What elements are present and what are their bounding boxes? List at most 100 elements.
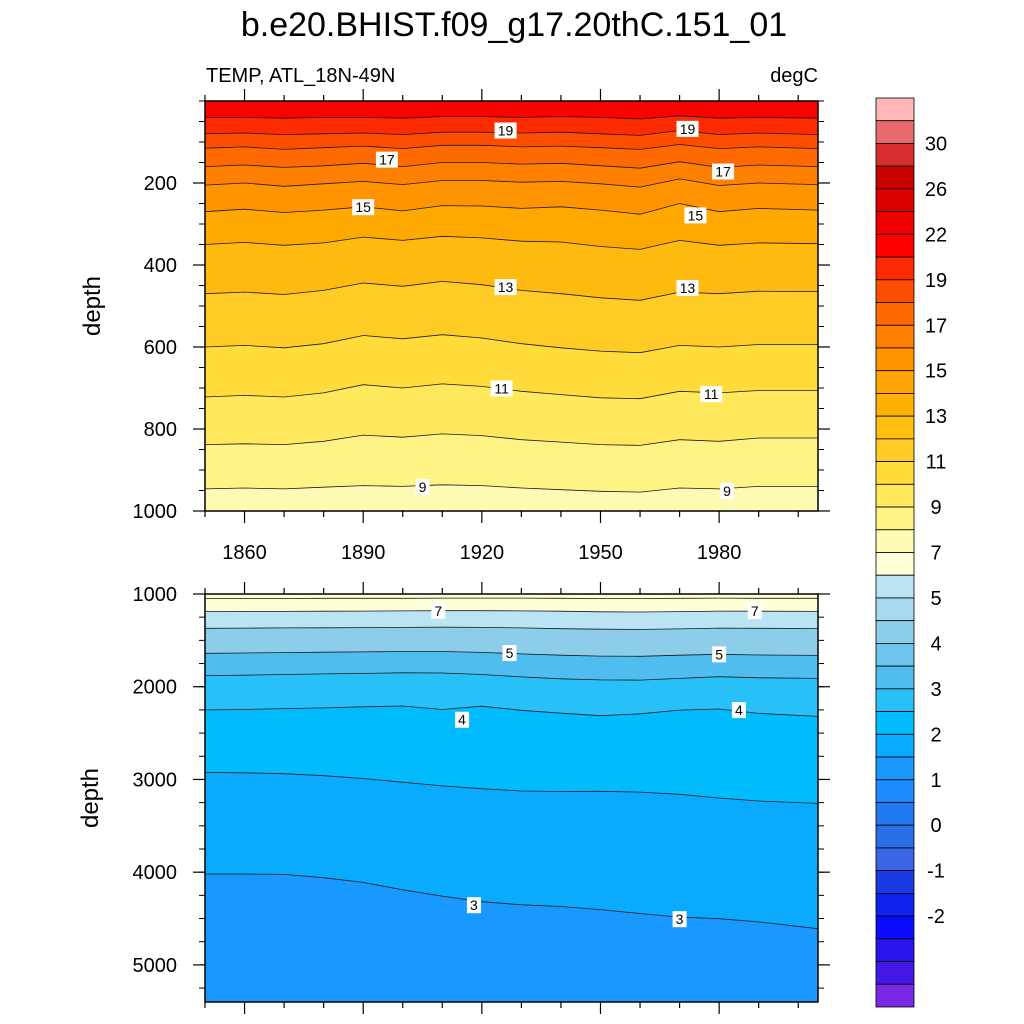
y-tick-label: 800 bbox=[144, 419, 177, 441]
colorbar-tick-label: 30 bbox=[925, 133, 947, 155]
contour-label-box bbox=[720, 482, 735, 499]
x-tick-label: 1890 bbox=[341, 542, 386, 564]
contour-label-box bbox=[712, 646, 727, 663]
contour-label-text: 7 bbox=[751, 603, 759, 619]
contour-label-box bbox=[431, 602, 446, 619]
colorbar-box bbox=[875, 824, 915, 849]
upper-panel: 19 19 17 17 15 15 13 13 11 11 9 9 200 400 600 800 1000 1… bbox=[79, 89, 830, 564]
contour-label-box bbox=[490, 380, 513, 397]
colorbar-box bbox=[875, 892, 915, 917]
contour-label-box bbox=[731, 702, 746, 719]
contour-label-box bbox=[352, 199, 375, 216]
colorbar-box bbox=[875, 483, 915, 508]
contour-label-text: 11 bbox=[494, 380, 509, 396]
colorbar-tick-label: 11 bbox=[926, 452, 947, 474]
colorbar-tick-label: 15 bbox=[925, 361, 947, 383]
contour-line-18 bbox=[205, 144, 818, 150]
colorbar-box bbox=[875, 324, 915, 349]
contour-line-5 bbox=[205, 651, 818, 657]
colorbar-tick-label: 2 bbox=[930, 724, 941, 746]
contour-line-7 bbox=[205, 610, 818, 613]
subtitle-left: TEMP, ATL_18N-49N bbox=[206, 65, 395, 87]
colorbar-box bbox=[875, 211, 915, 235]
y-tick-label: 2000 bbox=[133, 677, 178, 699]
contour-label: 11 bbox=[700, 386, 723, 403]
colorbar-box bbox=[875, 574, 915, 599]
contour-label-box bbox=[375, 151, 398, 168]
band-fill-3 bbox=[205, 874, 818, 1002]
colorbar-box bbox=[875, 279, 915, 303]
colorbar-box bbox=[875, 961, 915, 985]
subtitle-right: degC bbox=[770, 65, 818, 87]
contour-label-text: 15 bbox=[688, 207, 704, 223]
upper-y-axis-label: depth bbox=[79, 276, 106, 336]
contour-label-box bbox=[676, 279, 699, 296]
colorbar-box bbox=[875, 143, 915, 167]
upper-axis-ticks: 200 400 600 800 1000 1860 1890 1920 1950 1980 bbox=[133, 89, 830, 564]
contour-line-6 bbox=[205, 626, 818, 630]
y-tick-label: 400 bbox=[144, 255, 177, 277]
contour-label-text: 17 bbox=[379, 152, 395, 168]
contour-label-text: 4 bbox=[458, 712, 466, 728]
contour-label: 13 bbox=[676, 279, 699, 296]
colorbar-tick-label: 9 bbox=[930, 497, 941, 519]
contour-line-4 bbox=[205, 705, 818, 717]
contour-line-16 bbox=[205, 178, 818, 188]
contour-label: 15 bbox=[352, 199, 375, 216]
contour-label-text: 9 bbox=[419, 479, 427, 495]
contour-label: 4 bbox=[455, 711, 470, 728]
contour-label: 7 bbox=[431, 602, 446, 619]
colorbar-boxes bbox=[875, 97, 915, 1008]
contour-label: 7 bbox=[747, 603, 762, 620]
band-fill-9 bbox=[205, 484, 818, 511]
colorbar-box bbox=[875, 552, 915, 576]
contour-label-text: 19 bbox=[680, 121, 696, 137]
contour-label-box bbox=[466, 897, 481, 914]
contour-label-text: 13 bbox=[498, 279, 514, 295]
contour-label: 19 bbox=[494, 122, 517, 139]
y-tick-label: 4000 bbox=[133, 862, 178, 884]
colorbar-tick-label: 13 bbox=[925, 406, 947, 428]
colorbar-box bbox=[875, 870, 915, 894]
y-tick-label: 1000 bbox=[133, 584, 178, 606]
colorbar-box bbox=[875, 529, 915, 553]
x-tick-label: 1980 bbox=[697, 542, 742, 564]
colorbar-box bbox=[875, 688, 915, 712]
contour-label-text: 19 bbox=[498, 123, 514, 139]
contour-label: 9 bbox=[720, 482, 735, 499]
lower-contour-labels: 7 7 5 5 4 4 3 3 bbox=[431, 602, 762, 928]
contour-line-14 bbox=[205, 235, 818, 250]
figure-title: b.e20.BHIST.f09_g17.20thC.151_01 bbox=[241, 6, 787, 44]
colorbar-box bbox=[875, 120, 915, 144]
colorbar-box bbox=[875, 188, 915, 213]
contour-label-text: 11 bbox=[704, 386, 719, 402]
colorbar-box bbox=[875, 438, 915, 463]
colorbar-box bbox=[875, 97, 915, 122]
contour-line-12 bbox=[205, 334, 818, 354]
colorbar-box bbox=[875, 415, 915, 440]
lower-contour-fills bbox=[205, 594, 818, 1002]
colorbar-box bbox=[875, 370, 915, 394]
contour-label-text: 5 bbox=[506, 645, 514, 661]
contour-label: 11 bbox=[490, 380, 513, 397]
colorbar-tick-label: 22 bbox=[925, 224, 947, 246]
contour-line-9 bbox=[205, 484, 818, 493]
x-tick-label: 1950 bbox=[578, 542, 623, 564]
contour-label-text: 5 bbox=[715, 646, 723, 662]
colorbar-tick-label: 19 bbox=[925, 270, 947, 292]
colorbar-box bbox=[875, 733, 915, 758]
colorbar-tick-label: 1 bbox=[930, 770, 941, 792]
lower-contour-lines bbox=[205, 597, 818, 930]
colorbar-box bbox=[875, 915, 915, 940]
colorbar-tick-label: 17 bbox=[925, 315, 947, 337]
contour-label-box bbox=[684, 207, 707, 224]
contour-label: 3 bbox=[466, 897, 481, 914]
contour-label-box bbox=[676, 120, 699, 137]
colorbar-box bbox=[875, 165, 915, 190]
colorbar-box bbox=[875, 597, 915, 622]
contour-line-17 bbox=[205, 161, 818, 169]
contour-label-box bbox=[672, 911, 687, 928]
x-tick-label: 1920 bbox=[460, 542, 505, 564]
colorbar-box bbox=[875, 779, 915, 803]
